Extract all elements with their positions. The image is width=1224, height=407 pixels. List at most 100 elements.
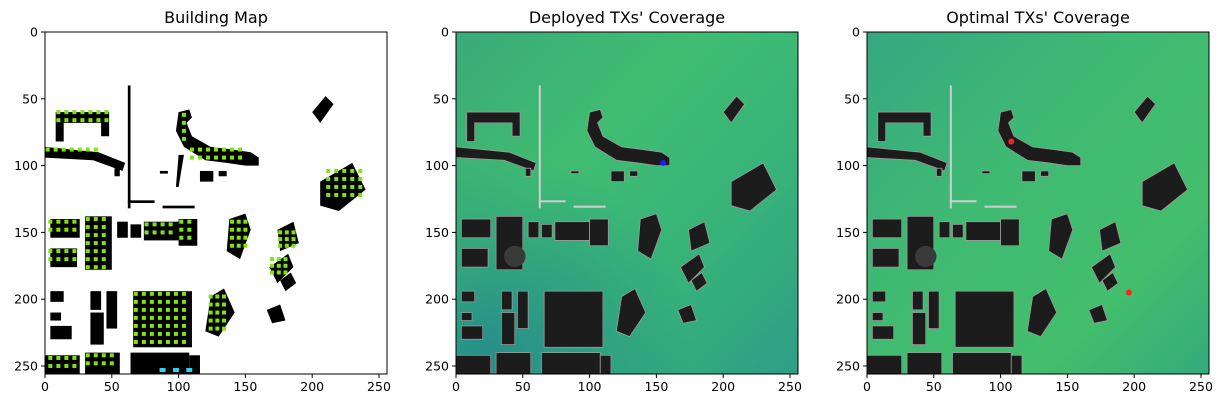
building-marker	[101, 361, 106, 366]
building-marker	[208, 318, 213, 323]
building-marker	[45, 147, 50, 152]
building-marker	[85, 225, 90, 230]
building-marker	[214, 155, 218, 160]
building-marker	[350, 192, 355, 197]
x-tick-label: 100	[167, 379, 191, 394]
building-marker	[243, 243, 248, 248]
building-marker	[96, 118, 101, 123]
y-tick-label: 250	[836, 358, 860, 373]
building-marker	[157, 291, 162, 296]
building-marker	[152, 222, 157, 227]
building-marker	[141, 291, 146, 296]
building-marker	[72, 363, 77, 368]
building-marker	[181, 299, 186, 304]
building-marker	[64, 219, 69, 224]
building-marker	[144, 230, 149, 235]
plot-frame	[455, 31, 799, 375]
building-marker	[326, 184, 331, 189]
building-marker	[64, 363, 69, 368]
x-tick-label: 0	[863, 379, 871, 394]
building-marker	[69, 147, 74, 152]
building-marker	[270, 257, 275, 262]
building-marker	[215, 318, 220, 323]
building-marker	[230, 243, 235, 248]
building-marker	[101, 249, 106, 254]
building-marker	[222, 326, 227, 331]
building-marker	[101, 225, 106, 230]
building-marker	[215, 294, 220, 299]
buildings-layer	[455, 85, 778, 375]
building-marker	[165, 331, 170, 336]
x-tick-label: 100	[578, 379, 602, 394]
building-marker	[350, 184, 355, 189]
building-marker	[173, 331, 178, 336]
building-marker	[48, 249, 53, 254]
building-marker	[205, 147, 210, 152]
building-marker	[104, 110, 109, 115]
building-marker	[93, 217, 98, 222]
building-marker	[283, 263, 288, 268]
building-marker	[144, 222, 149, 227]
building-marker	[141, 323, 146, 328]
building-marker	[230, 147, 235, 152]
building-marker	[165, 339, 170, 344]
building-marker	[173, 299, 178, 304]
panel-optimal-coverage: Optimal TXs' Coverage 0 50 100 150 200 250050…	[836, 8, 1213, 394]
building-marker	[181, 128, 186, 133]
building-marker	[141, 299, 146, 304]
building-marker	[48, 355, 53, 360]
building-marker	[160, 230, 165, 235]
building-marker	[56, 249, 61, 254]
transmitter-point	[1125, 289, 1132, 296]
building-marker	[326, 168, 331, 173]
y-tick-label: 250	[425, 358, 449, 373]
building-marker	[187, 219, 192, 224]
building-marker	[93, 257, 98, 262]
building-marker	[215, 326, 220, 331]
building-marker	[222, 310, 227, 315]
building-marker	[168, 230, 173, 235]
building-marker	[56, 355, 61, 360]
building-marker	[208, 326, 213, 331]
building-marker	[278, 243, 283, 248]
building-marker	[197, 155, 202, 160]
x-tick-label: 100	[989, 379, 1013, 394]
building-marker	[72, 219, 77, 224]
building-marker	[88, 118, 93, 123]
building-marker	[350, 168, 355, 173]
building-marker	[179, 235, 184, 240]
building-marker	[270, 270, 275, 275]
y-tick-label: 50	[22, 91, 38, 106]
building-marker	[334, 176, 339, 181]
building-marker	[152, 230, 157, 235]
building-marker	[342, 168, 347, 173]
building-marker	[358, 184, 363, 189]
highlight-marker	[172, 367, 179, 372]
building-marker	[278, 237, 283, 242]
building-marker	[270, 263, 275, 268]
y-tick-label: 100	[425, 158, 449, 173]
building-marker	[133, 291, 138, 296]
building-marker	[93, 353, 98, 358]
building-marker	[222, 294, 227, 299]
building-marker	[149, 291, 154, 296]
x-tick-label: 50	[515, 379, 531, 394]
building-marker	[291, 243, 296, 248]
y-tick-label: 50	[433, 91, 449, 106]
building-marker	[165, 299, 170, 304]
building-marker	[85, 353, 90, 358]
building-marker	[85, 249, 90, 254]
building-marker	[157, 299, 162, 304]
y-tick-label: 50	[844, 91, 860, 106]
building-marker	[334, 192, 339, 197]
building-marker	[93, 225, 98, 230]
plot-frame	[866, 31, 1210, 375]
building-marker	[238, 147, 243, 152]
y-tick-label: 150	[425, 225, 449, 240]
building-marker	[358, 192, 363, 197]
building-marker	[230, 235, 235, 240]
y-tick-label: 150	[14, 225, 38, 240]
building-marker	[48, 257, 53, 262]
building-marker	[101, 265, 106, 270]
